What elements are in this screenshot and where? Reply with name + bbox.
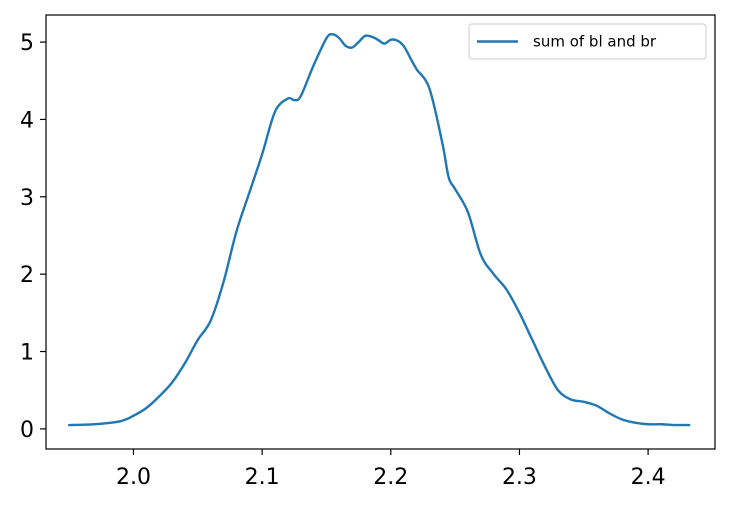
legend: sum of bl and br [468, 23, 707, 60]
plot-frame [45, 14, 716, 450]
plot-area [46, 15, 715, 449]
y-tick-label-4: 4 [20, 108, 34, 133]
y-tick-label-0: 0 [20, 418, 34, 443]
legend-label-0: sum of bl and br [533, 33, 657, 51]
legend-box [468, 23, 707, 60]
y-tick-label-5: 5 [20, 31, 34, 56]
series-line-0 [67, 33, 691, 427]
y-tick-label-3: 3 [20, 186, 34, 211]
x-tick-label-3: 2.3 [502, 465, 537, 490]
x-tick-label-2: 2.2 [373, 465, 408, 490]
x-tick-label-4: 2.4 [631, 465, 666, 490]
x-axis: 2.0 2.1 2.2 2.3 2.4 [116, 449, 666, 490]
y-tick-label-2: 2 [20, 263, 34, 288]
y-tick-label-1: 1 [20, 341, 34, 366]
x-tick-label-0: 2.0 [116, 465, 151, 490]
x-tick-label-1: 2.1 [245, 465, 280, 490]
series-layer [67, 33, 691, 427]
y-axis: 0 1 2 3 4 5 [20, 31, 46, 443]
